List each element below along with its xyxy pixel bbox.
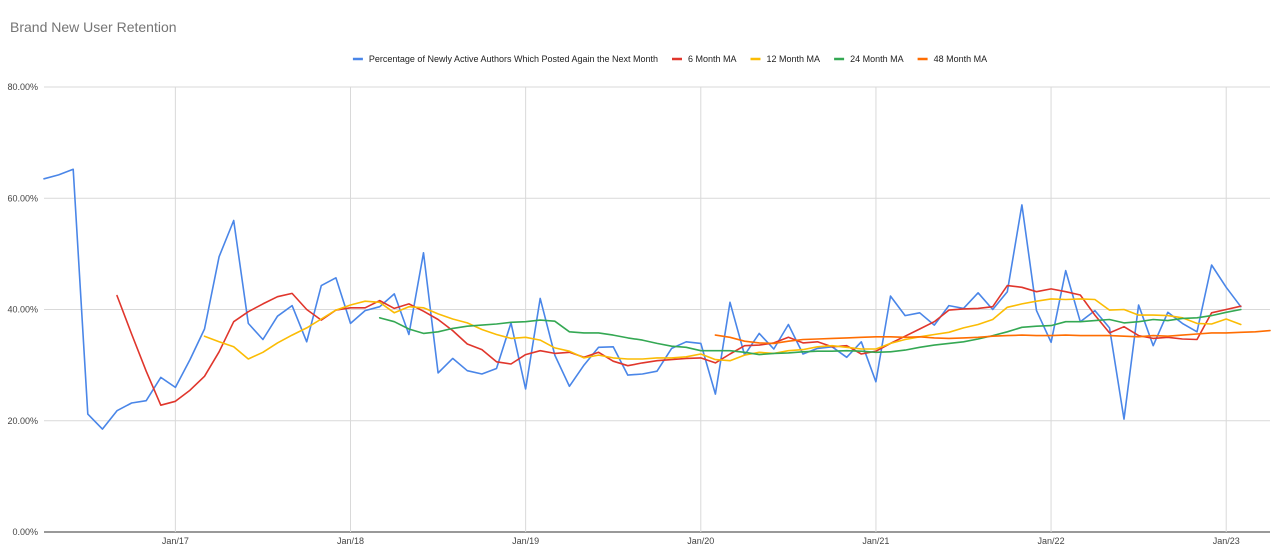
series-line-3	[378, 308, 1242, 356]
chart-title: Brand New User Retention	[10, 19, 177, 35]
x-tick-label: Jan/22	[1038, 536, 1065, 546]
legend-item: 12 Month MA	[750, 54, 821, 64]
series-line-4	[714, 329, 1271, 345]
grid-layer	[44, 86, 1270, 533]
x-tick-label: Jan/17	[162, 536, 189, 546]
legend: Percentage of Newly Active Authors Which…	[352, 54, 988, 64]
legend-item: Percentage of Newly Active Authors Which…	[352, 54, 658, 64]
legend-item: 48 Month MA	[917, 54, 988, 64]
series-line-1	[116, 284, 1242, 407]
series-line-0	[43, 168, 1242, 430]
y-tick-label: 20.00%	[7, 416, 38, 426]
y-tick-label: 0.00%	[12, 527, 38, 537]
x-tick-label: Jan/21	[862, 536, 889, 546]
x-tick-label: Jan/18	[337, 536, 364, 546]
x-tick-label: Jan/23	[1213, 536, 1240, 546]
series-layer	[43, 168, 1271, 430]
legend-item: 6 Month MA	[672, 54, 737, 64]
legend-item: 24 Month MA	[834, 54, 904, 64]
y-tick-label: 60.00%	[7, 193, 38, 203]
legend-label: 12 Month MA	[767, 54, 821, 64]
legend-label: Percentage of Newly Active Authors Which…	[369, 54, 658, 64]
y-tick-label: 80.00%	[7, 82, 38, 92]
x-tick-label: Jan/20	[687, 536, 714, 546]
legend-label: 48 Month MA	[934, 54, 988, 64]
x-tick-label: Jan/19	[512, 536, 539, 546]
y-tick-label: 40.00%	[7, 305, 38, 315]
axis-layer: 0.00% 20.00% 40.00% 60.00% 80.00% Jan/17 Jan/1…	[7, 82, 1239, 546]
legend-label: 6 Month MA	[688, 54, 737, 64]
legend-label: 24 Month MA	[850, 54, 904, 64]
series-line-2	[203, 298, 1242, 362]
